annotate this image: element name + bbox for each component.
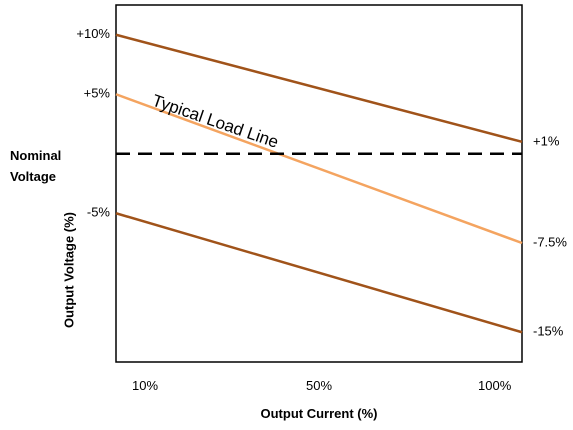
series-layer [115, 33, 523, 334]
y-axis-label: Output Voltage (%) [61, 212, 76, 328]
left-tick-label: +10% [76, 26, 110, 41]
x-tick-label: 50% [306, 378, 332, 393]
x-tick-label: 100% [478, 378, 512, 393]
left-tick-label: +5% [84, 86, 111, 101]
plot-frame [115, 4, 523, 363]
series-line-upper [115, 33, 523, 144]
x-tick-label: 10% [132, 378, 158, 393]
nominal-label-line2: Voltage [10, 169, 56, 184]
right-tick-label: +1% [533, 133, 560, 148]
x-axis-label: Output Current (%) [261, 406, 378, 421]
series-line-typical [115, 93, 523, 245]
left-tick-label: -5% [87, 205, 111, 220]
typical-load-line-annotation: Typical Load Line [150, 91, 281, 152]
right-tick-label: -7.5% [533, 234, 567, 249]
series-line-lower [115, 212, 523, 334]
right-tick-label: -15% [533, 324, 564, 339]
nominal-label-line1: Nominal [10, 148, 61, 163]
